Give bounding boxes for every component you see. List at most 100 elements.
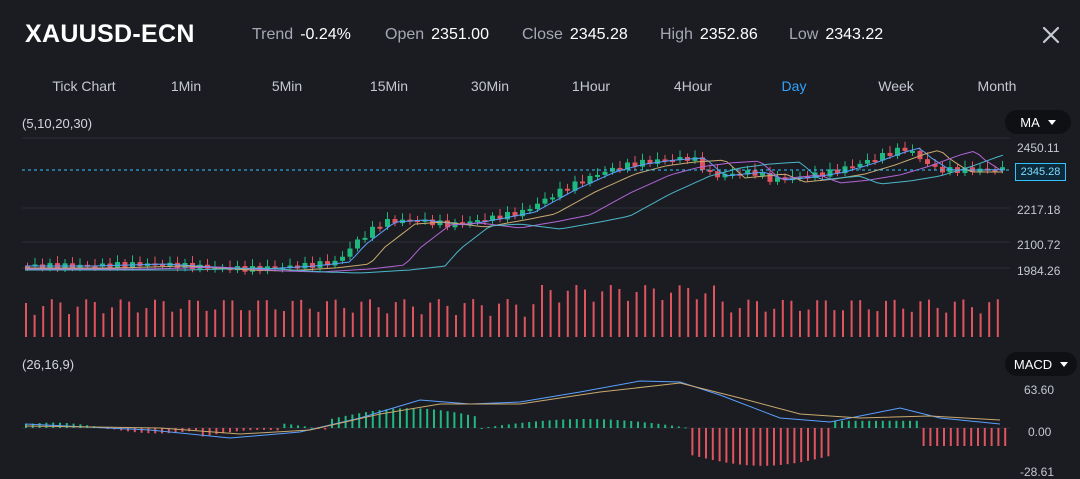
macd-histogram-bar (494, 426, 497, 428)
macd-histogram-bar (365, 412, 367, 428)
volume-bar (764, 311, 767, 337)
macd-histogram-bar (569, 419, 571, 428)
volume-bar (713, 285, 715, 337)
volume-bar (33, 314, 36, 337)
volume-bar (506, 299, 509, 337)
candle-body (467, 221, 473, 225)
candle-body (797, 176, 803, 179)
macd-histogram-bar (167, 428, 170, 434)
macd-histogram-bar (698, 428, 701, 457)
volume-bar (609, 285, 612, 337)
candle-body (625, 162, 630, 170)
tab-month[interactable]: Month (977, 78, 1017, 94)
candle-body (760, 173, 765, 176)
high-value: 2352.86 (699, 26, 758, 43)
volume-bar (128, 301, 131, 337)
candle-body (647, 159, 653, 164)
macd-histogram-bar (881, 420, 884, 428)
macd-indicator-label: MACD (1013, 356, 1053, 372)
candle-body (332, 260, 338, 266)
volume-bar (498, 303, 500, 337)
volume-bar (369, 299, 371, 337)
candle-body (137, 262, 143, 267)
macd-indicator-dropdown[interactable]: MACD (1005, 352, 1077, 376)
volume-bar (523, 316, 526, 337)
macd-histogram-bar (174, 428, 177, 433)
macd-histogram-bar (392, 408, 395, 428)
candle-body (385, 219, 390, 227)
candle-body (340, 256, 345, 261)
macd-histogram-bar (235, 428, 238, 432)
volume-bar (618, 288, 621, 337)
macd-histogram-bar (813, 428, 816, 460)
macd-histogram-bar (426, 408, 429, 428)
candle-body (445, 220, 450, 228)
macd-histogram-bar (133, 428, 136, 433)
macd-histogram-bar (433, 409, 435, 428)
macd-histogram-bar (79, 424, 82, 428)
timeframe-tabs: Tick Chart 1Min 5Min 15Min 30Min 1Hour 4… (0, 76, 1080, 100)
macd-histogram-bar (473, 416, 476, 428)
candle-body (925, 159, 930, 165)
volume-bar (463, 303, 466, 337)
macd-histogram-bar (324, 428, 327, 430)
price-axis-label: 2217.18 (1017, 203, 1061, 217)
tab-day[interactable]: Day (781, 78, 807, 94)
tab-5min[interactable]: 5Min (271, 78, 303, 94)
macd-histogram-bar (528, 422, 531, 428)
macd-histogram-bar (195, 428, 197, 431)
low-label: Low (789, 26, 819, 43)
candle-body (775, 177, 780, 182)
macd-histogram-bar (555, 419, 558, 428)
tab-1min[interactable]: 1Min (170, 78, 202, 94)
chevron-down-icon (1047, 119, 1056, 125)
macd-histogram-bar (705, 428, 707, 459)
volume-bar (360, 301, 363, 337)
volume-bar (945, 312, 948, 337)
candle-body (557, 188, 563, 198)
tab-1hour[interactable]: 1Hour (571, 78, 611, 94)
candle-body (377, 226, 383, 229)
tab-4hour[interactable]: 4Hour (673, 78, 713, 94)
macd-histogram-bar (970, 428, 973, 446)
macd-histogram-bar (854, 420, 857, 428)
macd-histogram-bar (575, 419, 578, 428)
tab-tick-chart[interactable]: Tick Chart (52, 78, 116, 94)
macd-histogram-bar (841, 420, 843, 428)
macd-histogram-bar (419, 408, 422, 428)
chevron-down-icon (1060, 361, 1069, 367)
macd-histogram-bar (963, 428, 966, 446)
volume-bar (695, 299, 698, 337)
macd-histogram-bar (290, 424, 293, 428)
ma-indicator-dropdown[interactable]: MA (1005, 110, 1071, 134)
macd-histogram-bar (589, 419, 592, 428)
tab-week[interactable]: Week (878, 78, 914, 94)
volume-bar (248, 310, 251, 337)
tab-15min[interactable]: 15Min (369, 78, 409, 94)
macd-histogram-bar (188, 428, 191, 432)
volume-bar (996, 299, 999, 337)
volume-bar (721, 301, 724, 337)
macd-histogram-bar (548, 420, 551, 428)
macd-histogram-bar (72, 423, 75, 428)
macd-axis-label: 0.00 (1028, 425, 1052, 439)
close-label: Close (522, 26, 563, 43)
macd-histogram-bar (643, 422, 646, 428)
volume-bar (747, 299, 750, 337)
macd-histogram-bar (752, 428, 755, 466)
volume-bar (403, 299, 406, 337)
close-button[interactable] (1038, 22, 1064, 48)
candle-body (992, 169, 998, 172)
tab-30min[interactable]: 30Min (470, 78, 510, 94)
macd-histogram-bar (915, 420, 918, 428)
candle-body (1000, 167, 1005, 171)
macd-histogram-bar (562, 419, 565, 428)
macd-histogram-bar (371, 410, 374, 428)
candle-body (932, 164, 938, 167)
macd-histogram-bar (786, 428, 789, 465)
candle-body (640, 159, 645, 167)
close-stat: Close 2345.28 (522, 26, 628, 44)
volume-bar (549, 290, 552, 337)
macd-histogram-bar (140, 428, 143, 433)
